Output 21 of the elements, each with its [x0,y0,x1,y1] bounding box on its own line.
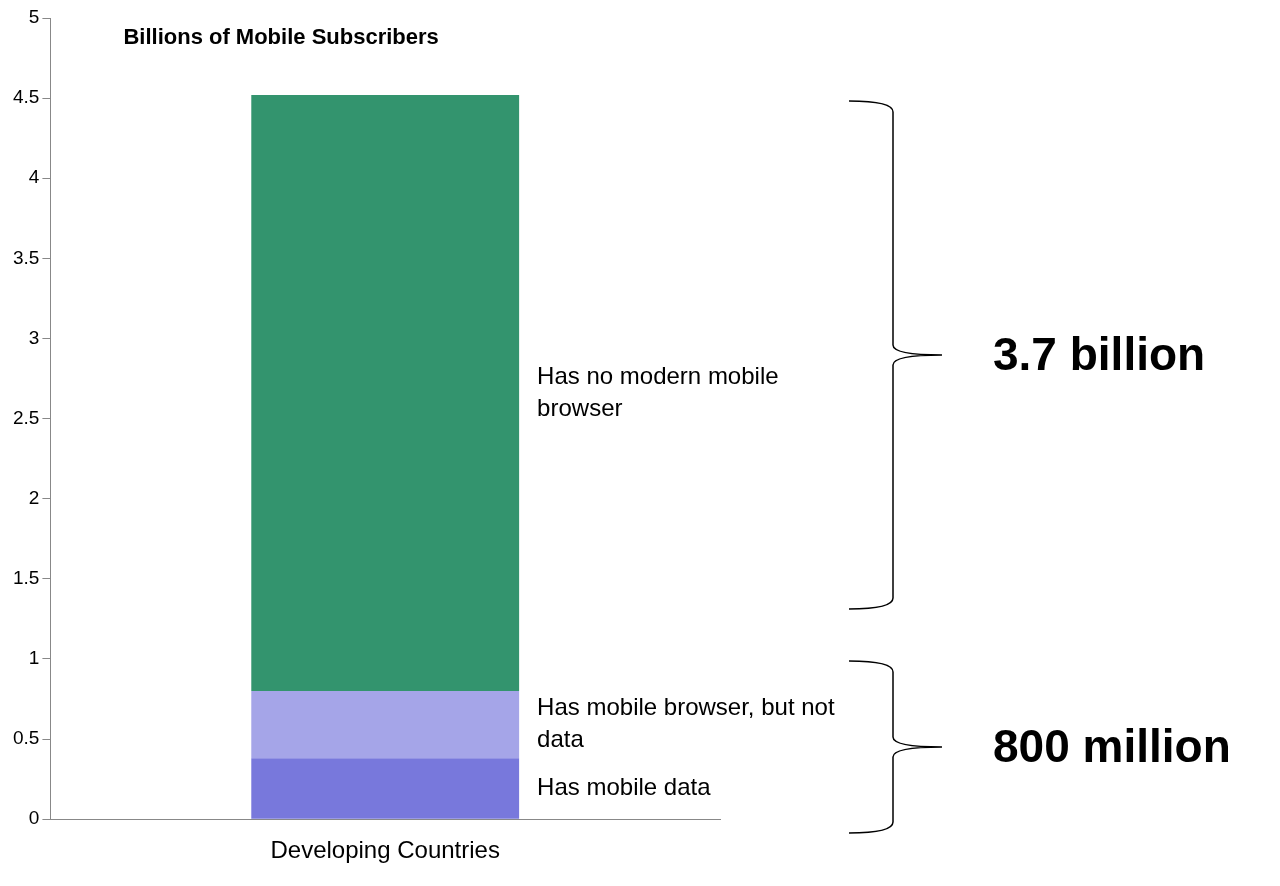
y-tick-label: 3.5 [12,246,40,268]
series-label: Has mobile browser, but not data [537,693,835,753]
y-tick-label: 2.5 [12,406,40,428]
series-label: Has no modern mobile browser [537,361,779,421]
series-label: Has mobile data [537,773,712,801]
chart-title: Billions of Mobile Subscribers [123,24,439,50]
y-tick-label: 0.5 [12,727,40,749]
y-tick-label: 4 [28,166,40,188]
bar [251,758,520,819]
text: 800 million [993,719,1231,773]
y-tick-label: 4.5 [12,86,40,108]
x-tick-label: Developing Countries [270,836,500,864]
y-tick-label: 0 [28,807,40,829]
y-tick-label: 5 [28,6,40,28]
y-tick-label: 3 [28,326,40,348]
y-tick-label: 1.5 [12,567,40,589]
bar [251,691,520,759]
bar [251,94,520,692]
text: 3.7 billion [993,327,1206,381]
y-tick-label: 1 [28,647,40,669]
y-tick-label: 2 [28,486,40,508]
